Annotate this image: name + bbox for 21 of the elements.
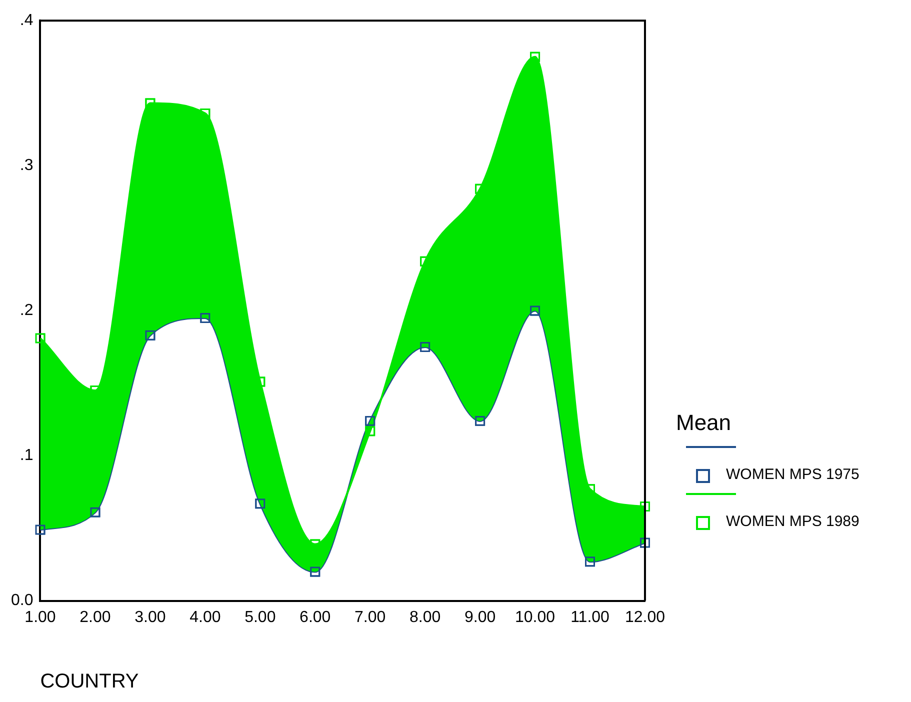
y-tick-label: 0.0 <box>10 592 34 610</box>
x-tick-label: 11.00 <box>570 608 610 626</box>
x-tick-label: 4.00 <box>190 608 221 626</box>
legend-label: WOMEN MPS 1989 <box>726 513 860 530</box>
x-tick-label: 5.00 <box>244 608 276 626</box>
y-tick-label: .2 <box>20 302 34 320</box>
x-tick-label: 10.00 <box>515 608 556 626</box>
y-tick-label: .1 <box>20 447 34 464</box>
x-tick-label: 2.00 <box>80 608 111 626</box>
x-tick-label: 7.00 <box>354 608 386 626</box>
x-tick-label: 12.00 <box>624 608 666 626</box>
x-tick-label: 1.00 <box>24 608 56 626</box>
x-axis-title: COUNTRY <box>40 670 139 693</box>
legend-label: WOMEN MPS 1975 <box>726 466 860 483</box>
x-tick-label: 8.00 <box>410 608 441 626</box>
x-tick-label: 3.00 <box>134 608 166 626</box>
x-tick-label: 6.00 <box>300 608 331 626</box>
y-tick-label: .4 <box>20 12 34 30</box>
y-tick-label: .3 <box>20 157 34 174</box>
x-tick-label: 9.00 <box>464 608 496 626</box>
legend-title: Mean <box>676 410 732 436</box>
